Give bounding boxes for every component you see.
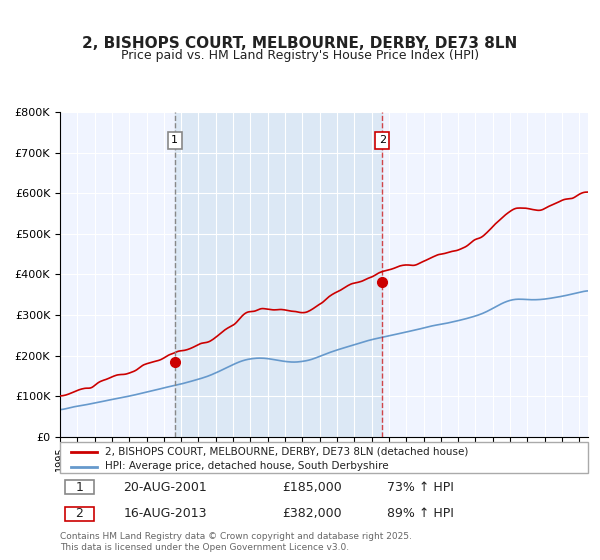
Text: 20-AUG-2001: 20-AUG-2001 — [124, 480, 207, 493]
Text: 89% ↑ HPI: 89% ↑ HPI — [388, 507, 454, 520]
FancyBboxPatch shape — [65, 507, 94, 521]
Bar — [175, 112, 382, 437]
Text: 1: 1 — [171, 136, 178, 146]
Text: Contains HM Land Registry data © Crown copyright and database right 2025.
This d: Contains HM Land Registry data © Crown c… — [60, 532, 412, 552]
Text: 1: 1 — [76, 480, 83, 493]
Text: 2: 2 — [379, 136, 386, 146]
FancyBboxPatch shape — [60, 442, 588, 473]
Text: £185,000: £185,000 — [282, 480, 341, 493]
Text: 2: 2 — [76, 507, 83, 520]
Text: £382,000: £382,000 — [282, 507, 341, 520]
Text: HPI: Average price, detached house, South Derbyshire: HPI: Average price, detached house, Sout… — [105, 461, 389, 472]
Text: 2, BISHOPS COURT, MELBOURNE, DERBY, DE73 8LN: 2, BISHOPS COURT, MELBOURNE, DERBY, DE73… — [82, 36, 518, 52]
Text: Price paid vs. HM Land Registry's House Price Index (HPI): Price paid vs. HM Land Registry's House … — [121, 49, 479, 62]
FancyBboxPatch shape — [65, 480, 94, 494]
Text: 2, BISHOPS COURT, MELBOURNE, DERBY, DE73 8LN (detached house): 2, BISHOPS COURT, MELBOURNE, DERBY, DE73… — [105, 446, 468, 456]
Text: 73% ↑ HPI: 73% ↑ HPI — [388, 480, 454, 493]
Text: 16-AUG-2013: 16-AUG-2013 — [124, 507, 207, 520]
